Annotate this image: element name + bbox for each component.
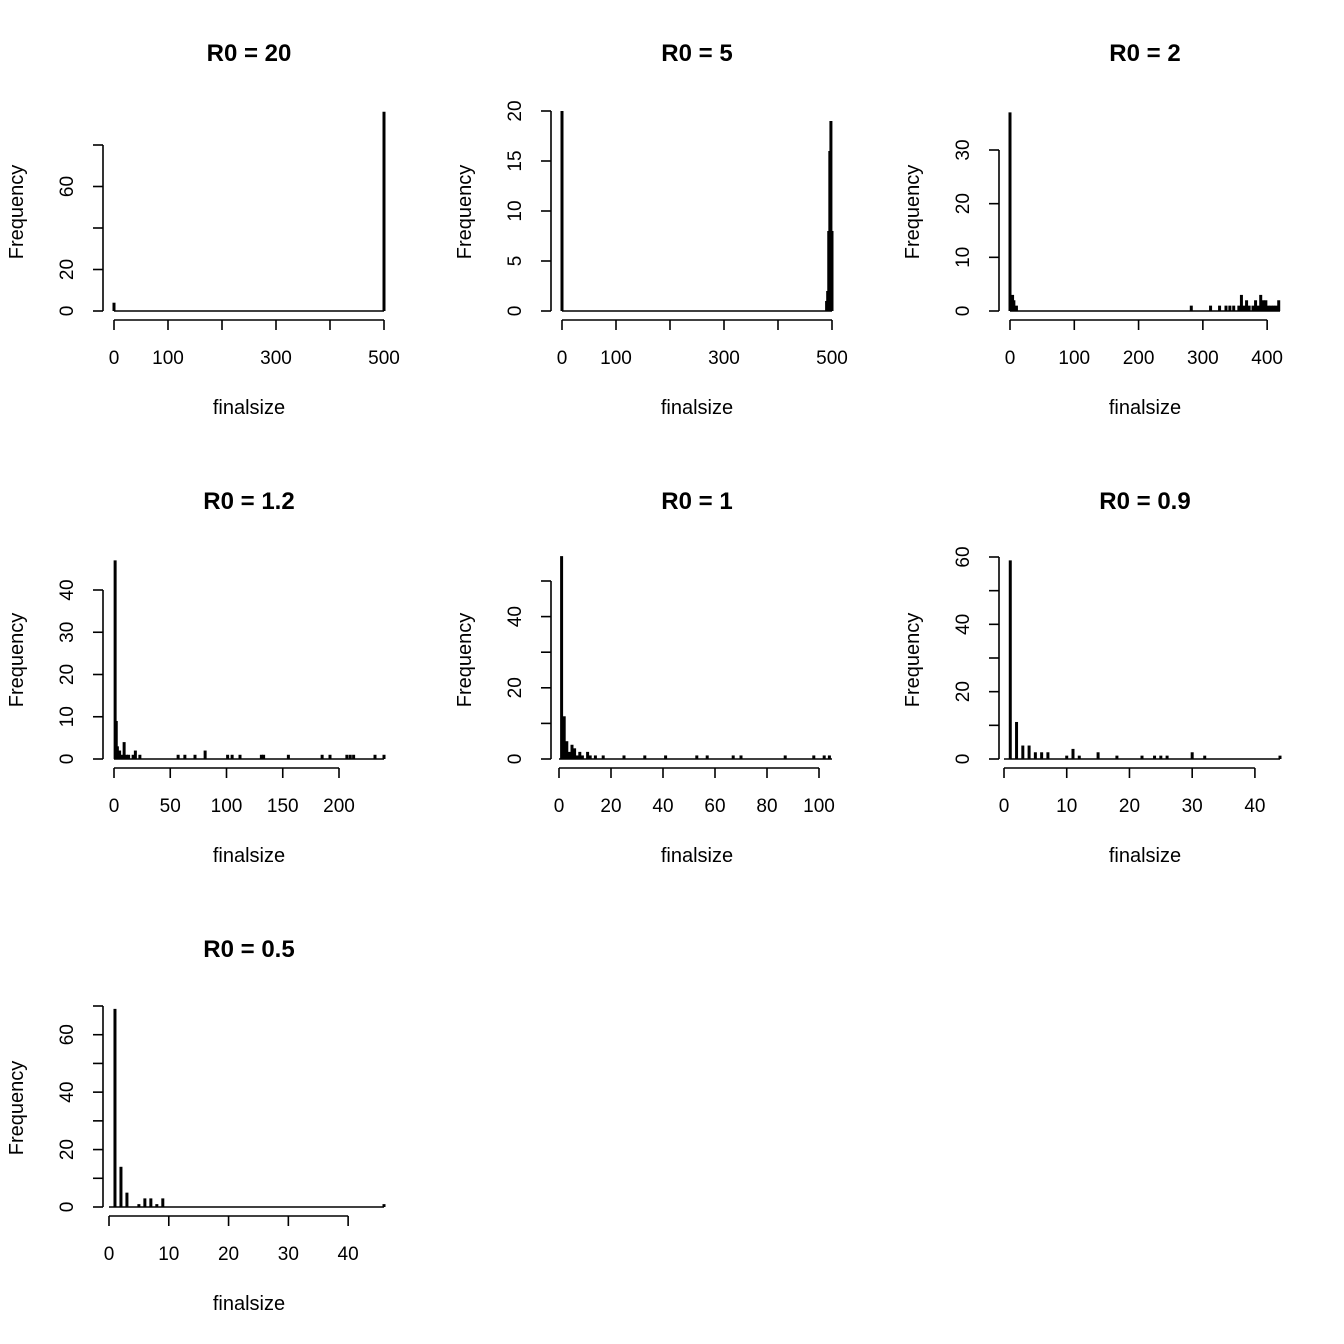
panel-title: R0 = 20 — [207, 40, 292, 67]
panel-title: R0 = 0.9 — [1099, 488, 1190, 515]
x-axis-label: finalsize — [1109, 397, 1181, 419]
y-axis-label: Frequency — [902, 613, 924, 708]
x-tick-label: 0 — [554, 796, 565, 817]
x-tick-label: 30 — [278, 1244, 299, 1265]
x-tick-label: 400 — [1251, 348, 1283, 369]
x-tick-label: 60 — [704, 796, 725, 817]
histogram-panel: R0 = 20 0 100 300 500 0 20 60 finalsize Frequency — [6, 40, 400, 419]
x-axis-label: finalsize — [1109, 845, 1181, 867]
x-tick-label: 40 — [652, 796, 673, 817]
x-tick-label: 20 — [1119, 796, 1140, 817]
y-axis-label: Frequency — [6, 165, 28, 260]
x-tick-label: 0 — [557, 348, 568, 369]
x-tick-label: 40 — [1244, 796, 1265, 817]
panel-title: R0 = 1 — [661, 488, 732, 515]
x-tick-label: 20 — [218, 1244, 239, 1265]
y-tick-label: 0 — [953, 306, 974, 317]
y-tick-label: 60 — [57, 1024, 78, 1045]
x-tick-label: 0 — [104, 1244, 115, 1265]
y-tick-label: 10 — [57, 706, 78, 727]
x-tick-label: 150 — [267, 796, 299, 817]
x-tick-label: 200 — [323, 796, 355, 817]
x-tick-label: 0 — [999, 796, 1010, 817]
y-tick-label: 5 — [505, 256, 526, 267]
y-tick-label: 40 — [953, 614, 974, 635]
x-tick-label: 100 — [152, 348, 184, 369]
panel-title: R0 = 2 — [1109, 40, 1180, 67]
y-tick-label: 0 — [57, 1202, 78, 1213]
panel-title: R0 = 0.5 — [203, 936, 294, 963]
x-tick-label: 80 — [756, 796, 777, 817]
y-tick-label: 40 — [57, 579, 78, 600]
x-axis-label: finalsize — [213, 845, 285, 867]
x-tick-label: 0 — [1005, 348, 1016, 369]
x-axis-label: finalsize — [661, 845, 733, 867]
x-tick-label: 0 — [109, 796, 120, 817]
y-tick-label: 20 — [953, 193, 974, 214]
y-tick-label: 0 — [953, 754, 974, 765]
y-axis-label: Frequency — [6, 613, 28, 708]
x-tick-label: 10 — [1056, 796, 1077, 817]
x-tick-label: 300 — [260, 348, 292, 369]
x-tick-label: 100 — [211, 796, 243, 817]
x-axis-label: finalsize — [213, 397, 285, 419]
y-axis-label: Frequency — [902, 165, 924, 260]
x-tick-label: 200 — [1123, 348, 1155, 369]
y-tick-label: 40 — [57, 1082, 78, 1103]
histogram-panel: R0 = 2 0 100 200 300 400 0 10 20 30 finalsize Frequ… — [902, 40, 1283, 419]
x-axis-label: finalsize — [661, 397, 733, 419]
y-tick-label: 20 — [57, 259, 78, 280]
y-axis-label: Frequency — [454, 613, 476, 708]
x-tick-label: 50 — [160, 796, 181, 817]
y-tick-label: 30 — [953, 139, 974, 160]
x-tick-label: 100 — [1058, 348, 1090, 369]
x-tick-label: 40 — [338, 1244, 359, 1265]
x-tick-label: 500 — [368, 348, 400, 369]
x-tick-label: 10 — [158, 1244, 179, 1265]
x-tick-label: 100 — [600, 348, 632, 369]
x-tick-label: 30 — [1182, 796, 1203, 817]
x-axis-label: finalsize — [213, 1293, 285, 1315]
histogram-panel: R0 = 0.5 0 10 20 30 40 0 20 40 60 finalsize Frequen… — [6, 936, 386, 1315]
x-tick-label: 100 — [803, 796, 835, 817]
y-tick-label: 20 — [505, 677, 526, 698]
y-tick-label: 10 — [505, 200, 526, 221]
y-tick-label: 0 — [57, 306, 78, 317]
y-tick-label: 0 — [505, 306, 526, 317]
y-axis-label: Frequency — [6, 1061, 28, 1156]
y-tick-label: 40 — [505, 606, 526, 627]
y-tick-label: 30 — [57, 622, 78, 643]
y-tick-label: 15 — [505, 150, 526, 171]
x-tick-label: 0 — [109, 348, 120, 369]
histogram-panel: R0 = 1 0 20 40 60 80 100 0 20 40 finalsize Frequenc… — [454, 488, 835, 867]
y-tick-label: 0 — [505, 754, 526, 765]
x-tick-label: 500 — [816, 348, 848, 369]
y-tick-label: 60 — [57, 176, 78, 197]
panel-title: R0 = 5 — [661, 40, 732, 67]
histogram-panel: R0 = 0.9 0 10 20 30 40 0 20 40 60 finalsize Frequen… — [902, 488, 1282, 867]
y-tick-label: 0 — [57, 754, 78, 765]
y-axis-label: Frequency — [454, 165, 476, 260]
y-tick-label: 60 — [953, 546, 974, 567]
x-tick-label: 300 — [1187, 348, 1219, 369]
histogram-panel: R0 = 1.2 0 50 100 150 200 0 10 20 30 40 finalsize Fr… — [6, 488, 386, 867]
x-tick-label: 300 — [708, 348, 740, 369]
y-tick-label: 10 — [953, 247, 974, 268]
y-tick-label: 20 — [57, 664, 78, 685]
y-tick-label: 20 — [953, 681, 974, 702]
y-tick-label: 20 — [57, 1139, 78, 1160]
histogram-panel: R0 = 5 0 100 300 500 0 5 10 15 20 finalsize Frequen… — [454, 40, 848, 419]
panel-title: R0 = 1.2 — [203, 488, 294, 515]
y-tick-label: 20 — [505, 100, 526, 121]
x-tick-label: 20 — [600, 796, 621, 817]
